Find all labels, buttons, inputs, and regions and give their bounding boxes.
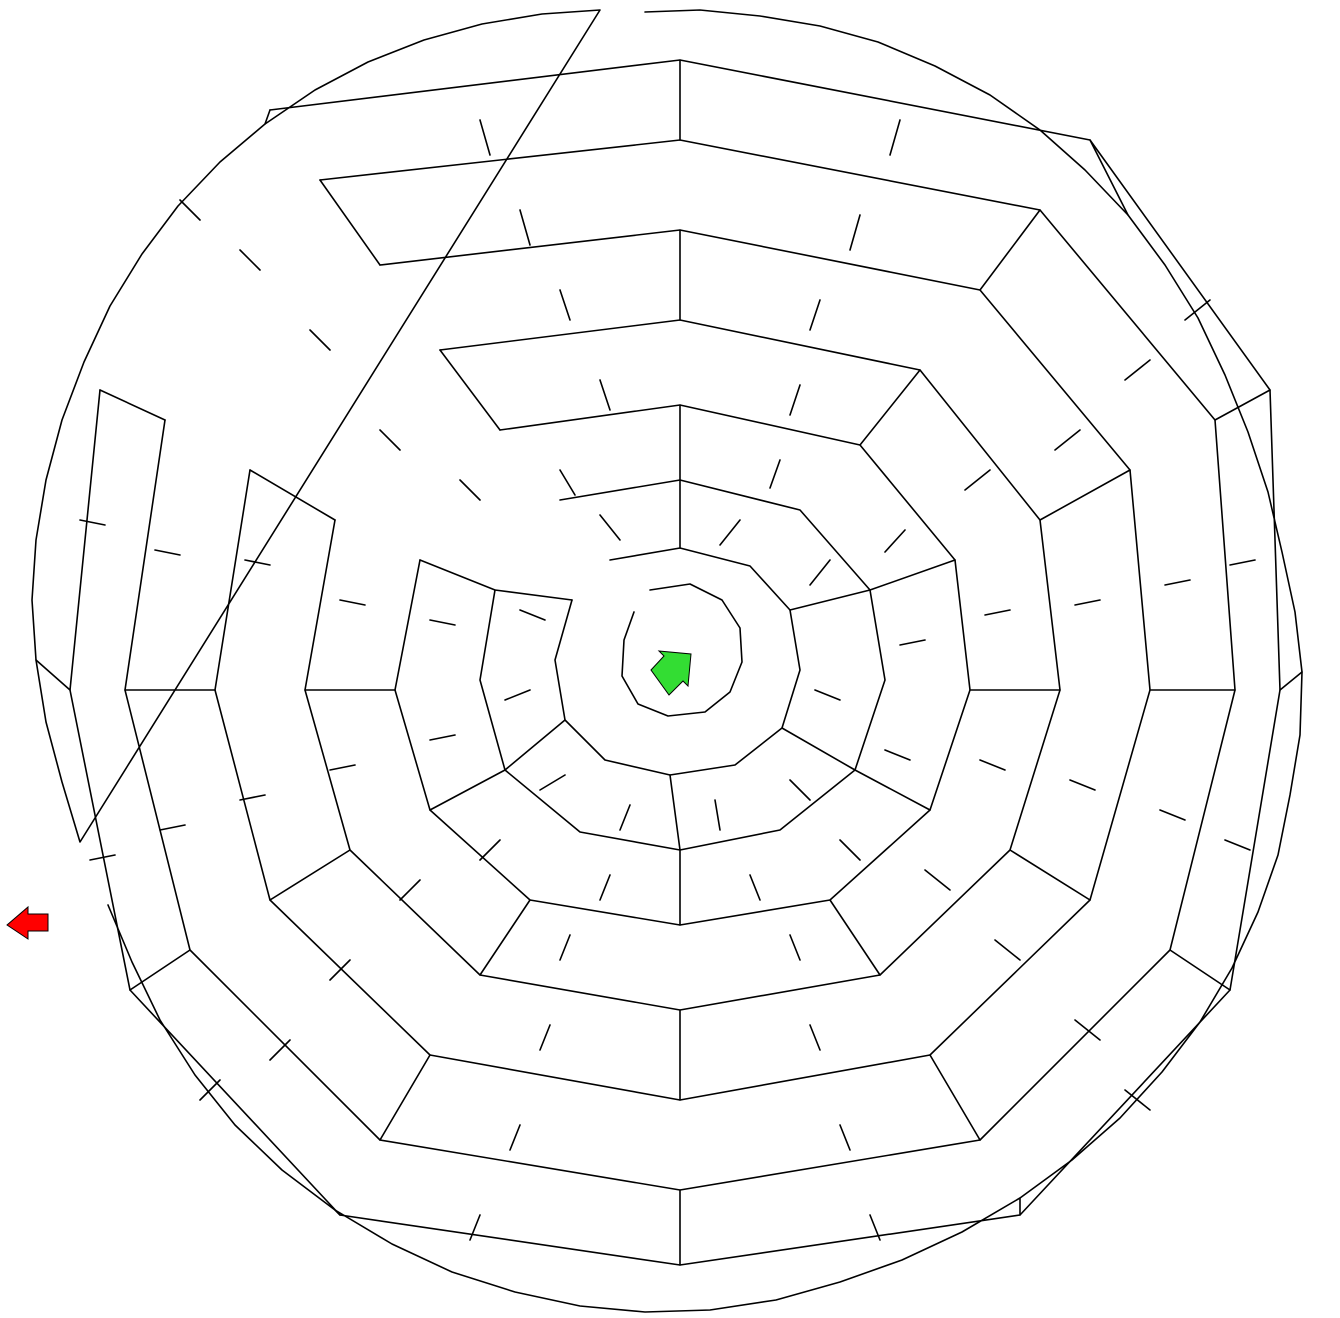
maze-inner-segments — [79, 119, 1256, 1241]
maze-walls — [31, 9, 1303, 1313]
maze-ring-1 — [554, 547, 801, 776]
maze-ring-4 — [304, 319, 1061, 1011]
maze-ring-3 — [394, 404, 971, 926]
start-arrow-icon[interactable] — [650, 650, 692, 696]
maze-markers — [6, 650, 692, 940]
maze-ring-7 — [69, 59, 1281, 1266]
exit-arrow-icon[interactable] — [6, 905, 49, 940]
maze-center-chamber — [621, 583, 743, 717]
maze-ring-6 — [124, 139, 1236, 1191]
maze-ring-5 — [214, 229, 1151, 1101]
maze-ring-2 — [479, 479, 886, 851]
maze-radial-walls — [35, 59, 1303, 1266]
maze-outer-boundary — [31, 9, 1303, 1313]
